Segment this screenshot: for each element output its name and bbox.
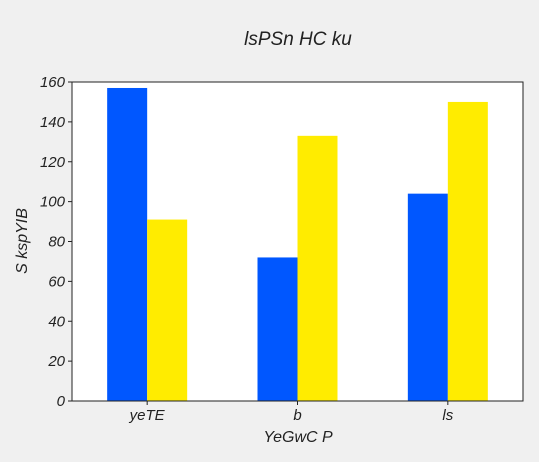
y-tick-label: 20	[47, 353, 65, 370]
x-axis-label: YeGwC P	[263, 429, 333, 446]
y-tick-label: 120	[40, 154, 66, 171]
y-tick-label: 100	[40, 194, 66, 211]
bars-group	[107, 87, 488, 402]
x-tick-label: b	[293, 407, 301, 424]
chart-title: lsPSn HC ku	[244, 29, 352, 50]
bar-series1-b	[257, 257, 298, 401]
x-axis-ticks: yeTE b ls	[129, 401, 454, 424]
x-tick-label: yeTE	[129, 407, 166, 424]
y-tick-label: 40	[48, 313, 65, 330]
bar-series2-ls	[447, 101, 488, 401]
y-tick-label: 160	[40, 74, 66, 91]
bar-series1-ls	[407, 193, 448, 401]
y-tick-label: 80	[48, 234, 65, 251]
bar-series2-b	[297, 135, 338, 402]
bar-series2-yeTE	[147, 219, 188, 401]
bar-series1-yeTE	[107, 87, 148, 401]
y-axis-label: S kspYIB	[14, 208, 31, 274]
y-tick-label: 0	[57, 393, 66, 410]
x-tick-label: ls	[442, 407, 453, 424]
y-tick-label: 140	[40, 114, 66, 131]
y-tick-label: 60	[48, 273, 65, 290]
y-axis-ticks: 0 20 40 60 80 100 120 140 160	[40, 74, 72, 410]
